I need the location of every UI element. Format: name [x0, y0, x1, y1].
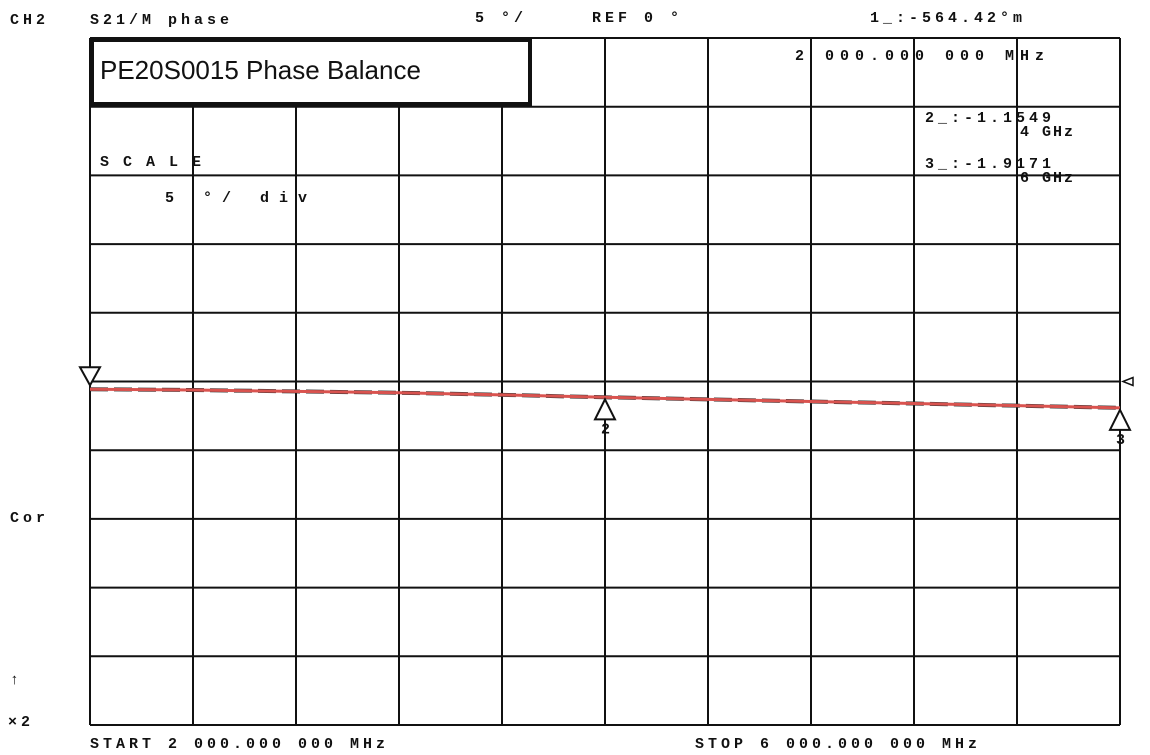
side-label: Cor — [10, 510, 49, 527]
scale-label: SCALE — [100, 154, 215, 171]
reference: REF 0 ° — [592, 10, 683, 27]
marker — [1108, 407, 1132, 431]
marker-number: 2 — [601, 421, 610, 438]
side-label: ↑ — [10, 672, 23, 689]
start-label: START 2 000.000 000 MHz — [90, 736, 389, 753]
marker-readout: 1_:-564.42°m — [870, 10, 1026, 27]
scale-header: 5 °/ — [475, 10, 527, 27]
marker-readout: 2_:-1.1549 — [925, 110, 1055, 127]
marker-readout: 3_:-1.9171 — [925, 156, 1055, 173]
reference-arrow — [1120, 376, 1134, 387]
scale-value: 5 °/ div — [165, 190, 317, 207]
stop-label: STOP 6 000.000 000 MHz — [695, 736, 981, 753]
channel: CH2 — [10, 12, 49, 29]
title-box — [90, 38, 532, 106]
marker — [78, 366, 102, 388]
marker-frequency: 2 000.000 000 MHz — [795, 48, 1050, 65]
side-label: ×2 — [8, 714, 34, 731]
marker-frequency: 6 GHz — [1020, 170, 1075, 187]
measurement: S21/M phase — [90, 12, 233, 29]
marker-number: 3 — [1116, 432, 1125, 449]
chart-title: PE20S0015 Phase Balance — [100, 55, 421, 85]
marker-frequency: 4 GHz — [1020, 124, 1075, 141]
marker — [593, 397, 617, 421]
